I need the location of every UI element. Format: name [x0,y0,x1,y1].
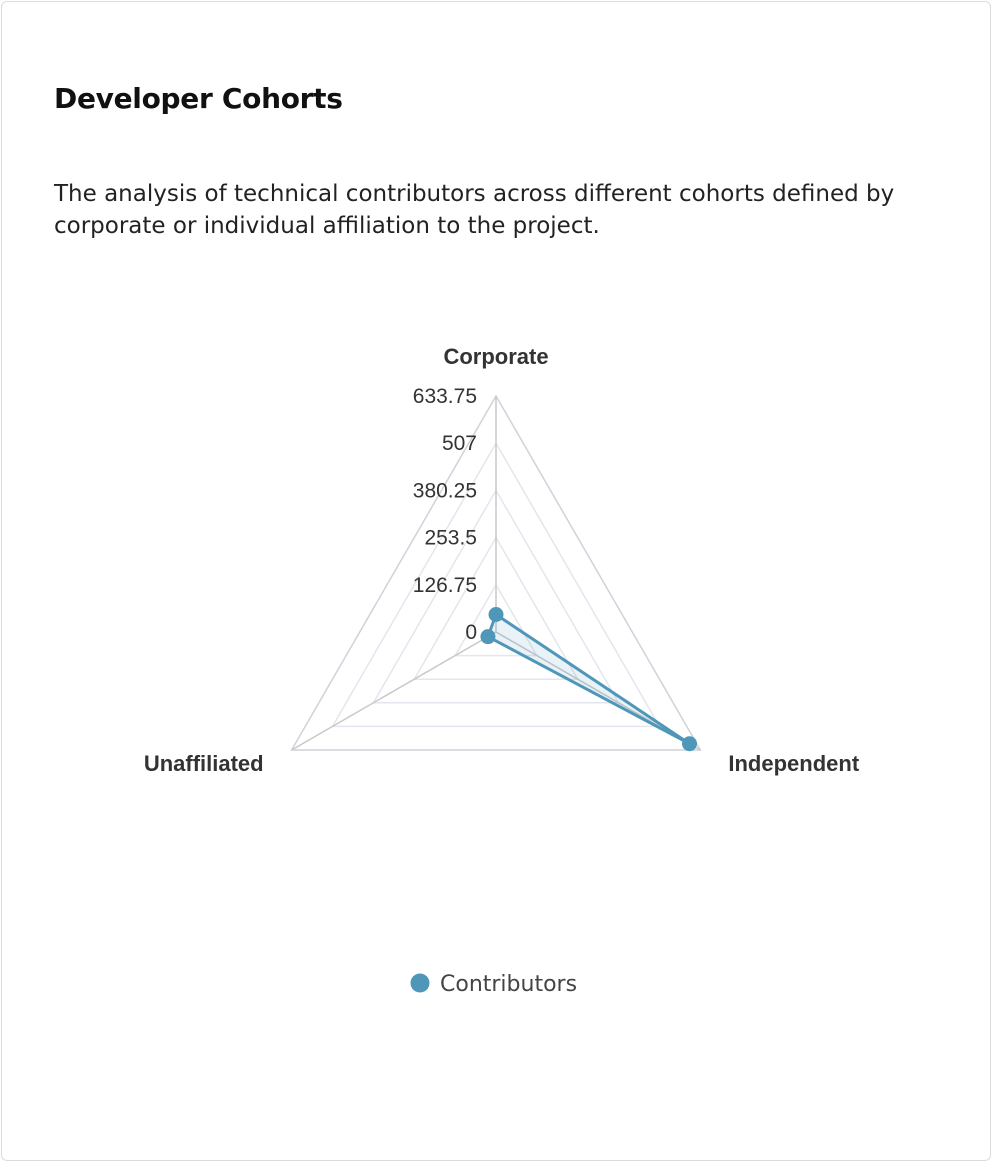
data-point-unaffiliated[interactable] [480,629,496,645]
tick-label: 380.25 [413,479,477,502]
tick-label: 507 [442,432,477,455]
radar-spoke [291,631,497,751]
tick-label: 253.5 [424,527,477,550]
axis-label-corporate: Corporate [443,344,548,369]
radar-axis-labels: Corporate Independent Unaffiliated [144,344,860,776]
radar-spokes [291,396,701,751]
grid-ring [412,536,580,680]
axis-label-unaffiliated: Unaffiliated [144,751,264,776]
tick-label: 633.75 [413,385,477,408]
tick-label: 126.75 [413,574,477,597]
data-point-independent[interactable] [681,736,697,752]
series-area-0 [486,612,691,746]
tick-label: 0 [465,621,477,644]
legend-marker [410,973,430,993]
grid-ring [290,394,702,751]
grid-ring [331,441,661,728]
data-point-corporate[interactable] [488,606,504,622]
radar-series[interactable] [480,606,697,752]
card-title: Developer Cohorts [54,82,343,115]
radar-grid [290,394,702,751]
radar-tick-labels: 0 126.75 253.5 380.25 507 633.75 [413,385,477,644]
card-description: The analysis of technical contributors a… [54,181,895,239]
grid-ring [453,583,539,657]
legend-label: Contributors [440,972,577,997]
axis-label-independent: Independent [728,751,859,776]
grid-ring [372,488,620,704]
chart-legend[interactable]: Contributors [410,972,578,997]
